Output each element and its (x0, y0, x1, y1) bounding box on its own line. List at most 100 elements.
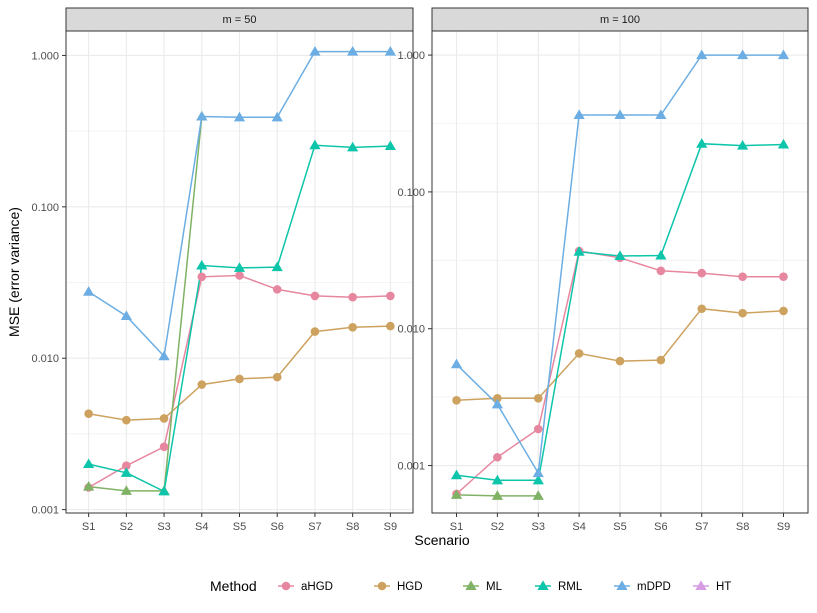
x-tick-label: S5 (613, 521, 626, 533)
y-tick-label: 0.001 (31, 505, 59, 517)
x-tick-label: S2 (491, 521, 504, 533)
x-tick-label: S5 (233, 521, 246, 533)
point-RML (158, 485, 170, 496)
point-ML (491, 490, 503, 500)
point-HGD (452, 395, 461, 405)
point-mDPD (384, 45, 396, 56)
y-tick-label: 1.000 (397, 50, 425, 62)
point-HGD (533, 394, 543, 403)
point-HGD (779, 306, 788, 316)
point-HGD (84, 409, 93, 419)
point-HGD (615, 356, 625, 366)
x-tick-label: S4 (572, 521, 585, 533)
x-tick-label: S6 (654, 521, 667, 533)
point-mDPD (614, 109, 626, 119)
x-tick-label: S9 (777, 521, 790, 533)
point-aHGD (197, 272, 207, 282)
point-aHGD (159, 442, 169, 452)
point-aHGD (533, 424, 543, 434)
x-tick-label: S3 (532, 521, 545, 533)
legend-label: aHGD (301, 581, 333, 593)
point-HGD (493, 394, 502, 403)
point-aHGD (386, 291, 395, 301)
panel-border (65, 30, 414, 514)
x-tick-label: S8 (346, 521, 359, 533)
point-mDPD (491, 398, 503, 409)
point-mDPD (196, 110, 208, 121)
point-HGD (197, 380, 207, 389)
x-tick-label: S2 (120, 521, 133, 533)
panel-border (431, 30, 809, 514)
point-HGD (738, 308, 747, 318)
x-tick-label: S1 (82, 521, 95, 533)
legend-key-marker (537, 580, 549, 590)
point-mDPD (309, 45, 321, 56)
legend-title: Method (210, 578, 257, 594)
point-aHGD (348, 292, 357, 302)
x-tick-label: S4 (195, 521, 208, 533)
point-RML (271, 261, 283, 272)
legend-key-marker (616, 580, 628, 590)
point-RML (696, 138, 708, 148)
y-tick-label: 0.001 (397, 461, 425, 473)
point-aHGD (493, 452, 502, 462)
point-RML (491, 474, 503, 485)
legend-key-marker (377, 581, 387, 591)
legend-entry-HT: HT (693, 580, 731, 593)
facet-strip-label: m = 50 (223, 14, 257, 26)
point-aHGD (310, 291, 320, 301)
panels-layer: m = 50 0.001 0.010 0.100 1.000 S1 S2 S3 S4 S5 S6 S7… (31, 7, 809, 533)
y-tick-label: 0.100 (397, 187, 425, 199)
legend-label: HT (716, 581, 731, 593)
point-RML (120, 467, 132, 477)
point-aHGD (235, 271, 244, 280)
x-tick-label: S8 (736, 521, 749, 533)
x-tick-label: S1 (450, 521, 463, 533)
point-HGD (122, 415, 131, 425)
x-tick-label: S6 (270, 521, 283, 533)
legend-label: mDPD (637, 581, 671, 593)
point-HGD (574, 349, 584, 358)
point-aHGD (697, 268, 707, 278)
x-tick-label: S7 (308, 521, 321, 533)
point-mDPD (450, 358, 463, 369)
point-mDPD (347, 45, 359, 56)
point-ML (120, 485, 132, 495)
legend-key-marker (695, 580, 707, 590)
point-mDPD (271, 111, 283, 122)
point-RML (309, 139, 321, 150)
y-tick-label: 0.100 (31, 202, 59, 214)
legend-label: ML (486, 581, 503, 593)
point-mDPD (83, 286, 95, 296)
point-HGD (386, 321, 395, 331)
point-RML (737, 140, 749, 150)
point-mDPD (737, 49, 749, 60)
point-mDPD (777, 49, 790, 60)
point-mDPD (158, 350, 170, 361)
point-HGD (697, 304, 707, 314)
point-mDPD (696, 49, 708, 60)
point-mDPD (573, 109, 585, 119)
point-aHGD (779, 272, 788, 282)
legend-entry-mDPD: mDPD (614, 580, 671, 593)
y-tick-label: 0.010 (31, 353, 59, 365)
point-mDPD (532, 467, 544, 478)
y-axis-label: MSE (error variance) (6, 207, 22, 337)
legend-entry-HGD: HGD (374, 581, 423, 593)
point-RML (777, 138, 790, 149)
point-ML (83, 480, 95, 491)
x-tick-label: S9 (384, 521, 397, 533)
point-RML (83, 458, 95, 469)
panel-1: m = 50 0.001 0.010 0.100 1.000 S1 S2 S3 S4 S5 S6 S7… (31, 7, 414, 533)
legend-entry-ML: ML (463, 580, 503, 593)
point-RML (532, 474, 544, 485)
point-ML (532, 490, 544, 500)
x-tick-label: S3 (157, 521, 170, 533)
point-HGD (159, 414, 169, 423)
legend-entry-aHGD: aHGD (278, 581, 333, 593)
point-RML (573, 246, 585, 256)
x-axis-label: Scenario (414, 532, 469, 548)
point-HGD (310, 327, 320, 336)
point-RML (450, 469, 463, 480)
